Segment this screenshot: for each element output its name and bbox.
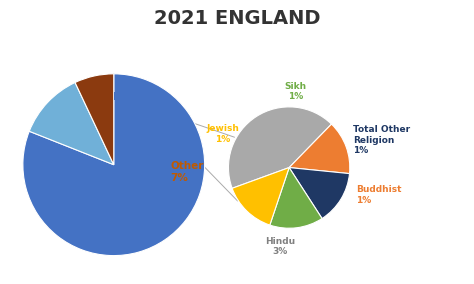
Text: 2021 ENGLAND: 2021 ENGLAND <box>154 9 320 28</box>
Text: Sikh
1%: Sikh 1% <box>284 82 306 101</box>
Text: Buddhist
1%: Buddhist 1% <box>356 185 401 204</box>
Text: Christian
81%: Christian 81% <box>37 168 90 189</box>
Wedge shape <box>232 168 289 225</box>
Text: Jewish
1%: Jewish 1% <box>206 124 239 144</box>
Wedge shape <box>29 82 114 165</box>
Wedge shape <box>23 74 205 256</box>
Text: Total Other
Religion
1%: Total Other Religion 1% <box>353 125 410 155</box>
Wedge shape <box>75 74 114 165</box>
Wedge shape <box>289 124 350 174</box>
Text: Muslim
12%: Muslim 12% <box>113 92 155 114</box>
Text: Other
7%: Other 7% <box>170 161 203 183</box>
Wedge shape <box>289 168 349 218</box>
Text: Hindu
3%: Hindu 3% <box>265 237 295 256</box>
Wedge shape <box>228 107 331 188</box>
Wedge shape <box>270 168 322 228</box>
